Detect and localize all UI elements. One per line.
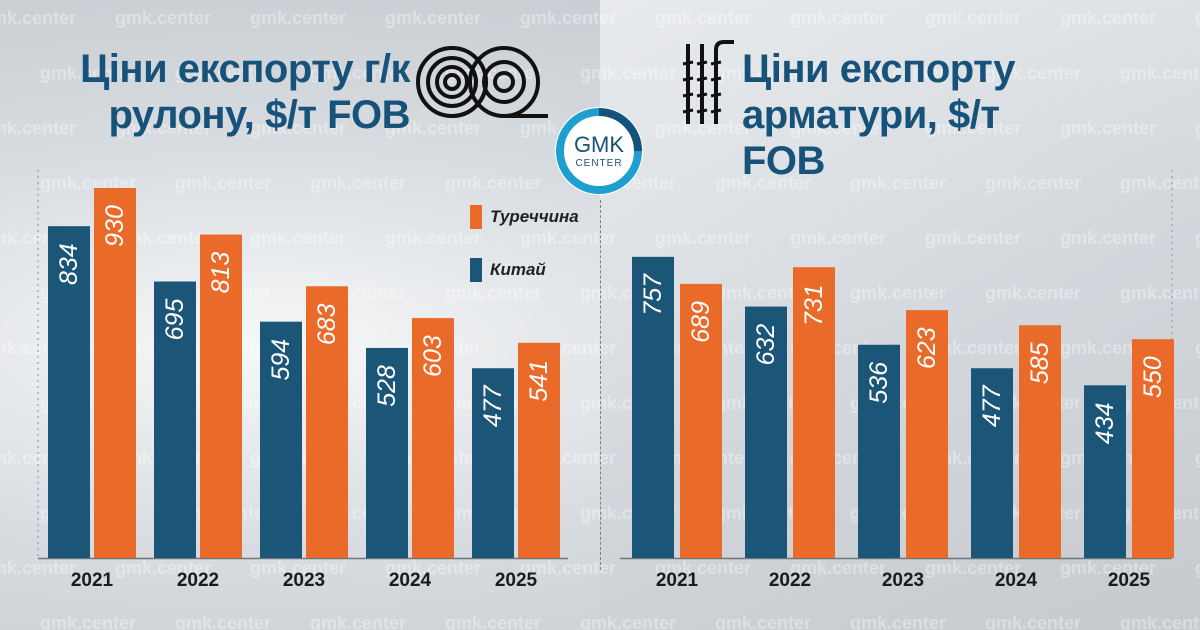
bar-china [366,347,408,558]
data-label: 683 [313,303,341,345]
legend-swatch-turkey [470,205,482,229]
bar-turkey [306,286,348,558]
data-label: 477 [978,384,1006,427]
bar-china [472,368,514,558]
bar-china [154,281,196,558]
data-label: 528 [373,365,401,407]
x-tick-label: 2021 [656,570,699,591]
bar-china [260,321,302,558]
bar-turkey [412,318,454,558]
x-tick-label: 2022 [177,570,219,591]
data-label: 834 [55,243,83,285]
bar-china [971,368,1013,558]
legend-swatch-china [470,258,482,282]
x-tick-label: 2023 [882,570,924,591]
data-label: 813 [207,252,235,294]
data-label: 594 [267,339,295,381]
data-label: 623 [913,327,941,369]
right-title-line-2: арматури, $/т FOB [742,93,1000,183]
legend-item-turkey: Туреччина [470,205,579,229]
data-label: 632 [752,324,780,366]
left-chart-title: Ціни експорту г/к рулону, $/т FOB [40,46,410,138]
x-tick-label: 2024 [995,570,1038,591]
data-label: 477 [479,384,507,427]
bar-turkey [94,188,136,558]
right-chart-title: Ціни експорту арматури, $/т FOB [742,46,1072,184]
data-label: 695 [161,299,189,341]
bar-china [858,344,900,558]
bar-turkey [200,234,242,558]
logo-text-sub: CENTER [575,158,622,169]
legend-label-china: Китай [490,260,546,279]
steel-coil-icon [416,46,548,118]
data-label: 585 [1026,342,1054,384]
logo-text-main: GMK [574,132,624,157]
data-label: 731 [800,284,828,326]
legend-label-turkey: Туреччина [490,207,579,226]
bar-china [632,256,674,558]
bar-china [1084,385,1126,558]
gmk-center-logo: GMK CENTER [555,107,643,195]
data-label: 930 [101,205,129,247]
bar-turkey [1132,339,1174,558]
bar-turkey [793,267,835,558]
x-tick-label: 2022 [769,570,811,591]
bar-turkey [518,342,560,558]
left-title-line-2: рулону, $/т FOB [108,93,410,137]
rebar-icon [682,40,734,124]
data-label: 689 [687,301,715,343]
right-title-line-1: Ціни експорту [742,47,1016,91]
bar-turkey [680,283,722,558]
data-label: 757 [639,273,667,316]
data-label: 550 [1139,356,1167,398]
bar-china [48,226,90,558]
x-tick-label: 2024 [389,570,432,591]
x-tick-label: 2023 [283,570,325,591]
data-label: 434 [1091,402,1119,444]
bar-turkey [1019,325,1061,558]
data-label: 603 [419,335,447,377]
legend-item-china: Китай [470,258,546,282]
bar-china [745,306,787,558]
x-tick-label: 2025 [1108,570,1151,591]
x-tick-label: 2025 [495,570,538,591]
panel-divider [600,200,601,570]
x-tick-label: 2021 [71,570,114,591]
data-label: 541 [525,360,553,402]
left-title-line-1: Ціни експорту г/к [80,47,410,91]
data-label: 536 [865,362,893,404]
bar-turkey [906,310,948,558]
